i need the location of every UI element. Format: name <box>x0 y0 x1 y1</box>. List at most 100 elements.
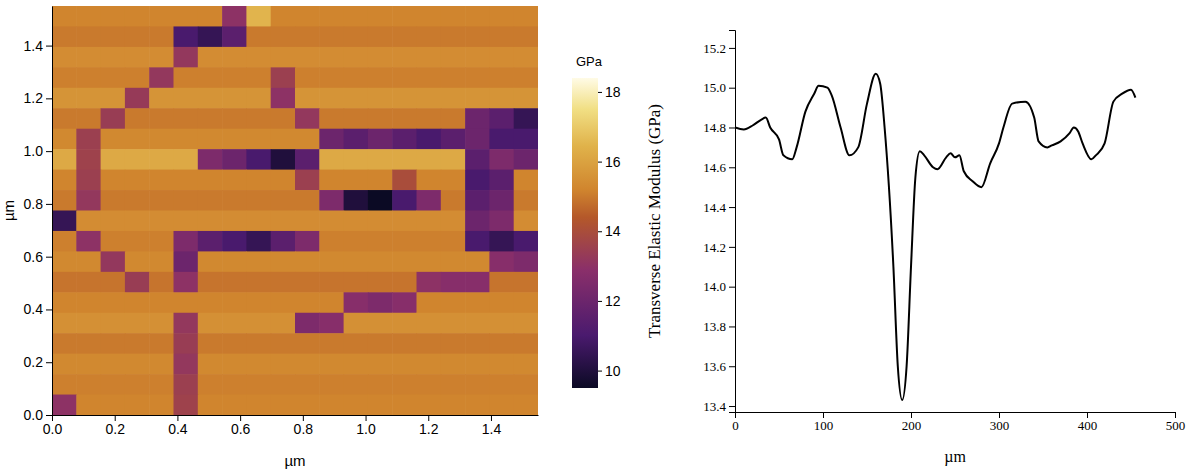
x2-tick-label: 300 <box>990 418 1010 433</box>
heatmap-cell <box>344 47 369 68</box>
heatmap-cell <box>76 190 101 211</box>
heatmap-cell <box>514 190 538 211</box>
heatmap-cell <box>174 47 199 68</box>
heatmap-cell <box>198 292 223 313</box>
heatmap-cell <box>514 395 538 415</box>
heatmap-cell <box>392 211 417 232</box>
x2-tick: 0 <box>732 412 739 433</box>
heatmap-cell <box>368 26 393 47</box>
heatmap-cell <box>417 272 442 293</box>
heatmap-cell <box>417 313 442 334</box>
colorbar-axis-line <box>599 79 603 389</box>
heatmap-cell <box>465 149 490 170</box>
heatmap-cell <box>246 88 271 109</box>
heatmap-cell <box>465 313 490 334</box>
heatmap-cell <box>368 231 393 252</box>
y-tick-label: 0.0 <box>24 407 44 423</box>
x-axis-line <box>53 415 539 416</box>
y2-axis-line <box>729 31 736 413</box>
x-tick-label: 1.2 <box>419 421 439 437</box>
heatmap-cell <box>368 67 393 88</box>
heatmap-cell <box>392 231 417 252</box>
heatmap-cell <box>465 231 490 252</box>
heatmap-cell <box>392 170 417 191</box>
heatmap-cell <box>271 251 296 272</box>
heatmap-cell <box>246 374 271 395</box>
y2-tick-mark <box>729 406 735 407</box>
heatmap-cell <box>441 108 466 129</box>
heatmap-cell <box>76 374 101 395</box>
heatmap-cell <box>76 395 101 415</box>
y2-tick: 14.4 <box>703 200 735 215</box>
y2-tick: 15.0 <box>703 80 735 95</box>
heatmap-cell <box>344 395 369 415</box>
heatmap-cell <box>441 170 466 191</box>
heatmap-cell <box>174 190 199 211</box>
y2-tick-mark <box>729 247 735 248</box>
heatmap-cell <box>417 108 442 129</box>
heatmap-cell <box>246 251 271 272</box>
heatmap-cell <box>441 374 466 395</box>
heatmap-cell <box>271 190 296 211</box>
heatmap-cell <box>52 108 77 129</box>
heatmap-cell <box>295 231 320 252</box>
heatmap-cell <box>101 26 126 47</box>
colorbar-tick: 14 <box>598 223 621 239</box>
heatmap-cell <box>246 395 271 415</box>
heatmap-cell <box>368 129 393 150</box>
heatmap-cell <box>514 6 538 27</box>
y2-tick: 13.6 <box>703 359 735 374</box>
colorbar-tick-label: 12 <box>605 293 621 309</box>
heatmap-cell <box>76 170 101 191</box>
y-tick-mark <box>46 362 52 363</box>
colorbar-tick-label: 18 <box>605 84 621 100</box>
y2-tick-label: 13.8 <box>703 319 726 334</box>
heatmap-cell <box>295 374 320 395</box>
heatmap-cell <box>198 129 223 150</box>
heatmap-cell <box>465 170 490 191</box>
heatmap-cell <box>295 272 320 293</box>
heatmap-cell <box>52 231 77 252</box>
heatmap-cell <box>319 333 344 354</box>
heatmap-cell <box>514 170 538 191</box>
y-tick-mark <box>46 309 52 310</box>
heatmap-cell <box>368 88 393 109</box>
heatmap-cell <box>76 6 101 27</box>
heatmap-cell <box>101 129 126 150</box>
heatmap-cell <box>465 374 490 395</box>
heatmap-cell <box>344 231 369 252</box>
heatmap-cell <box>417 170 442 191</box>
heatmap-cell <box>52 211 77 232</box>
heatmap-cell <box>489 129 514 150</box>
y2-tick-label: 14.0 <box>703 279 726 294</box>
heatmap-cell <box>489 149 514 170</box>
heatmap-cell <box>52 354 77 375</box>
x-tick-label: 1.4 <box>482 421 502 437</box>
heatmap-cell <box>52 190 77 211</box>
heatmap-cell <box>368 374 393 395</box>
heatmap-cell <box>344 170 369 191</box>
heatmap-cell <box>465 47 490 68</box>
heatmap-cell <box>514 272 538 293</box>
heatmap-cell <box>149 88 174 109</box>
heatmap-cell <box>101 67 126 88</box>
heatmap-cell <box>149 67 174 88</box>
x-tick-label: 0.0 <box>43 421 63 437</box>
line-plot <box>735 74 1135 400</box>
heatmap-cell <box>465 354 490 375</box>
heatmap-cell <box>246 170 271 191</box>
x2-tick: 200 <box>902 412 922 433</box>
heatmap-cell <box>198 108 223 129</box>
heatmap-cell <box>295 354 320 375</box>
heatmap-cell <box>149 129 174 150</box>
heatmap-cell <box>344 88 369 109</box>
heatmap-cell <box>222 374 247 395</box>
heatmap-cell <box>417 129 442 150</box>
heatmap-cell <box>319 211 344 232</box>
heatmap-cell <box>344 374 369 395</box>
heatmap-cell <box>319 26 344 47</box>
heatmap-cell <box>392 67 417 88</box>
heatmap-cell <box>417 395 442 415</box>
heatmap-cell <box>368 190 393 211</box>
heatmap-cell <box>198 333 223 354</box>
